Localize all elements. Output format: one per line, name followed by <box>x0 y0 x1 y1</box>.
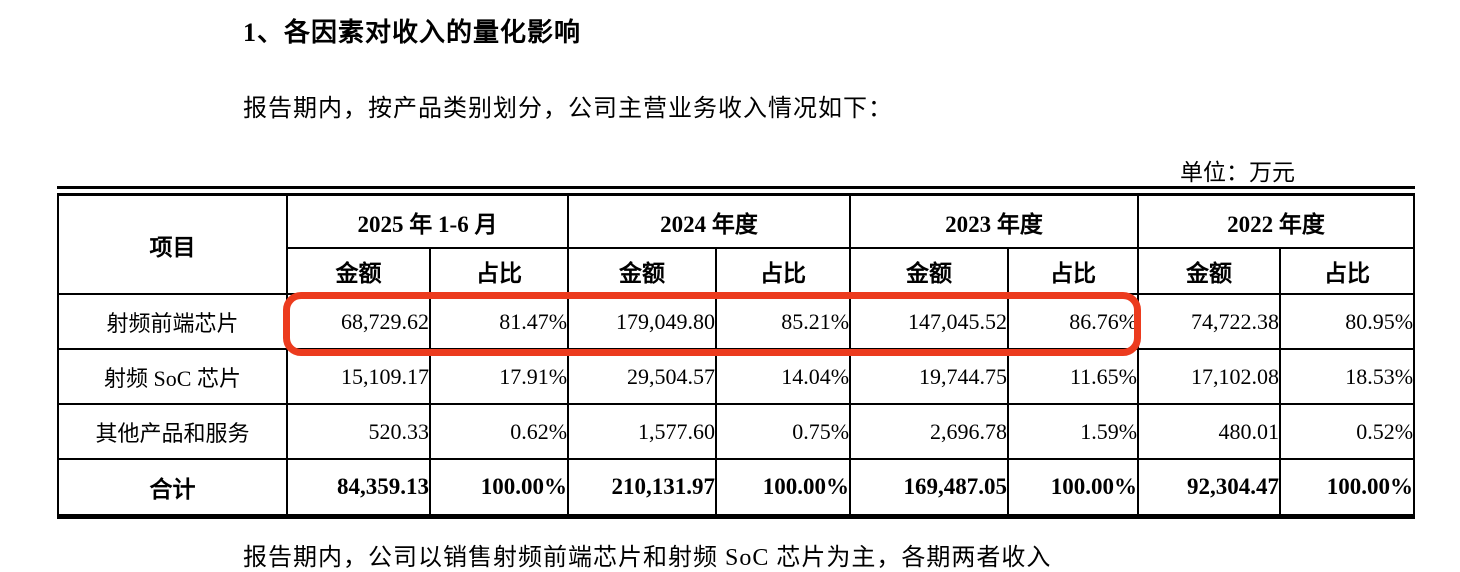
header-period-2025h1: 2025 年 1-6 月 <box>285 190 570 249</box>
table-cell: 19,744.75 <box>849 348 1010 405</box>
row-item-label: 其他产品和服务 <box>57 403 288 460</box>
table-header-row-periods: 项目 2025 年 1-6 月 2024 年度 2023 年度 2022 年度 <box>57 190 1416 295</box>
unit-label: 单位：万元 <box>1180 160 1295 185</box>
table-row-rf-soc: 射频 SoC 芯片 15,109.17 17.91% 29,504.57 14.… <box>57 348 1416 405</box>
table-cell: 85.21% <box>715 293 852 350</box>
table-cell: 147,045.52 <box>849 293 1010 350</box>
table-cell: 1,577.60 <box>567 403 718 460</box>
table-row-other-products: 其他产品和服务 520.33 0.62% 1,577.60 0.75% 2,69… <box>57 403 1416 460</box>
table-cell: 11.65% <box>1007 348 1140 405</box>
table-cell: 179,049.80 <box>567 293 718 350</box>
table-cell: 100.00% <box>1279 458 1416 517</box>
header-period-2024: 2024 年度 <box>567 190 852 249</box>
table-cell: 17,102.08 <box>1137 348 1282 405</box>
revenue-table: 项目 2025 年 1-6 月 2024 年度 2023 年度 2022 年度 … <box>57 186 1416 519</box>
table-cell: 100.00% <box>715 458 852 517</box>
table-cell: 100.00% <box>1007 458 1140 517</box>
table-cell: 74,722.38 <box>1137 293 1282 350</box>
header-ratio-2025h1: 占比 <box>428 247 570 295</box>
table-row-total: 合计 84,359.13 100.00% 210,131.97 100.00% … <box>57 458 1416 517</box>
table-cell: 0.52% <box>1279 403 1416 460</box>
header-amount-2023: 金额 <box>849 247 1010 295</box>
table-cell: 210,131.97 <box>567 458 718 517</box>
table-cell: 80.95% <box>1279 293 1416 350</box>
header-amount-2025h1: 金额 <box>286 247 431 295</box>
row-item-label: 射频 SoC 芯片 <box>57 348 288 405</box>
header-amount-2022: 金额 <box>1137 247 1282 295</box>
table-cell: 14.04% <box>715 348 852 405</box>
row-item-label: 射频前端芯片 <box>57 293 288 350</box>
table-cell: 2,696.78 <box>849 403 1010 460</box>
table-cell: 17.91% <box>428 348 570 405</box>
table-cell: 81.47% <box>428 293 570 350</box>
header-ratio-2024: 占比 <box>715 247 852 295</box>
table-cell: 68,729.62 <box>286 293 431 350</box>
section-title: 1、各因素对收入的量化影响 <box>243 18 582 47</box>
table-cell: 0.62% <box>428 403 570 460</box>
header-ratio-2023: 占比 <box>1007 247 1140 295</box>
table-cell: 1.59% <box>1007 403 1140 460</box>
table-cell: 92,304.47 <box>1137 458 1282 517</box>
intro-paragraph: 报告期内，按产品类别划分，公司主营业务收入情况如下： <box>243 96 893 122</box>
table-row-rf-frontend: 射频前端芯片 68,729.62 81.47% 179,049.80 85.21… <box>57 293 1416 350</box>
header-ratio-2022: 占比 <box>1279 247 1416 295</box>
table-cell: 100.00% <box>428 458 570 517</box>
table-cell: 84,359.13 <box>286 458 431 517</box>
table-cell: 480.01 <box>1137 403 1282 460</box>
table-cell: 169,487.05 <box>849 458 1010 517</box>
total-row-label: 合计 <box>57 458 288 517</box>
header-period-2022: 2022 年度 <box>1137 190 1416 249</box>
header-item: 项目 <box>57 190 288 295</box>
table-cell: 520.33 <box>286 403 431 460</box>
table-cell: 29,504.57 <box>567 348 718 405</box>
table-cell: 0.75% <box>715 403 852 460</box>
table-cell: 15,109.17 <box>286 348 431 405</box>
table-cell: 86.76% <box>1007 293 1140 350</box>
footer-partial-text: 报告期内，公司以销售射频前端芯片和射频 SoC 芯片为主，各期两者收入 <box>243 545 1052 571</box>
table-cell: 18.53% <box>1279 348 1416 405</box>
header-amount-2024: 金额 <box>567 247 718 295</box>
header-period-2023: 2023 年度 <box>849 190 1140 249</box>
